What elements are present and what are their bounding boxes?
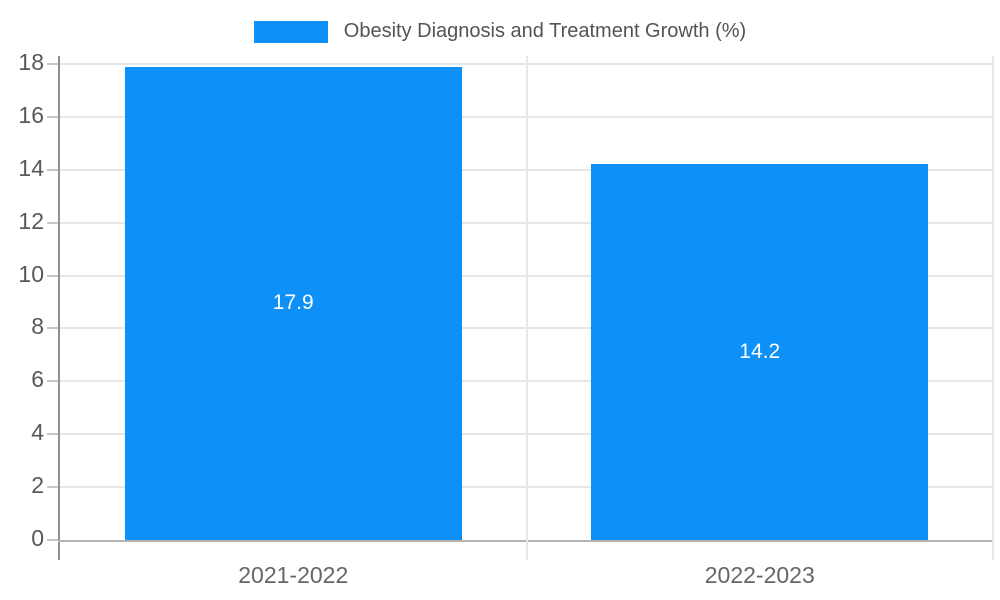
legend: Obesity Diagnosis and Treatment Growth (… bbox=[0, 20, 1000, 43]
gridline-vertical bbox=[992, 56, 994, 560]
y-axis-tick bbox=[47, 62, 58, 65]
bar: 14.2 bbox=[591, 164, 929, 540]
y-axis-tick bbox=[47, 327, 58, 330]
y-tick-label: 0 bbox=[31, 525, 44, 551]
y-axis-tick bbox=[47, 115, 58, 118]
y-tick-label: 2 bbox=[31, 472, 44, 499]
x-tick-label: 2022-2023 bbox=[704, 562, 815, 588]
y-axis-tick bbox=[47, 539, 58, 541]
gridline-vertical bbox=[525, 56, 528, 560]
legend-label: Obesity Diagnosis and Treatment Growth (… bbox=[343, 20, 747, 42]
y-axis-line bbox=[58, 56, 60, 560]
y-axis-tick bbox=[47, 433, 58, 436]
y-tick-label: 6 bbox=[31, 366, 44, 393]
y-tick-label: 14 bbox=[18, 154, 44, 181]
y-axis-tick bbox=[47, 486, 58, 489]
y-tick-label: 16 bbox=[18, 101, 44, 128]
y-tick-label: 4 bbox=[31, 419, 44, 446]
y-axis-tick bbox=[47, 274, 58, 277]
y-tick-label: 12 bbox=[18, 207, 44, 234]
y-tick-label: 18 bbox=[18, 48, 44, 75]
y-axis-tick bbox=[47, 380, 58, 383]
legend-swatch bbox=[253, 20, 328, 43]
bar-value-label: 17.9 bbox=[272, 291, 314, 315]
y-tick-label: 8 bbox=[31, 313, 44, 340]
y-tick-label: 10 bbox=[18, 260, 44, 287]
x-tick-label: 2021-2022 bbox=[238, 562, 349, 588]
bar-value-label: 14.2 bbox=[739, 340, 781, 364]
y-axis-tick bbox=[47, 168, 58, 171]
y-axis-tick bbox=[47, 221, 58, 224]
plot-area: 0 2 4 6 8 10 12 14 16 18 17.9 2021-2022 14.2 2022-202… bbox=[18, 49, 994, 588]
bar: 17.9 bbox=[124, 66, 462, 540]
